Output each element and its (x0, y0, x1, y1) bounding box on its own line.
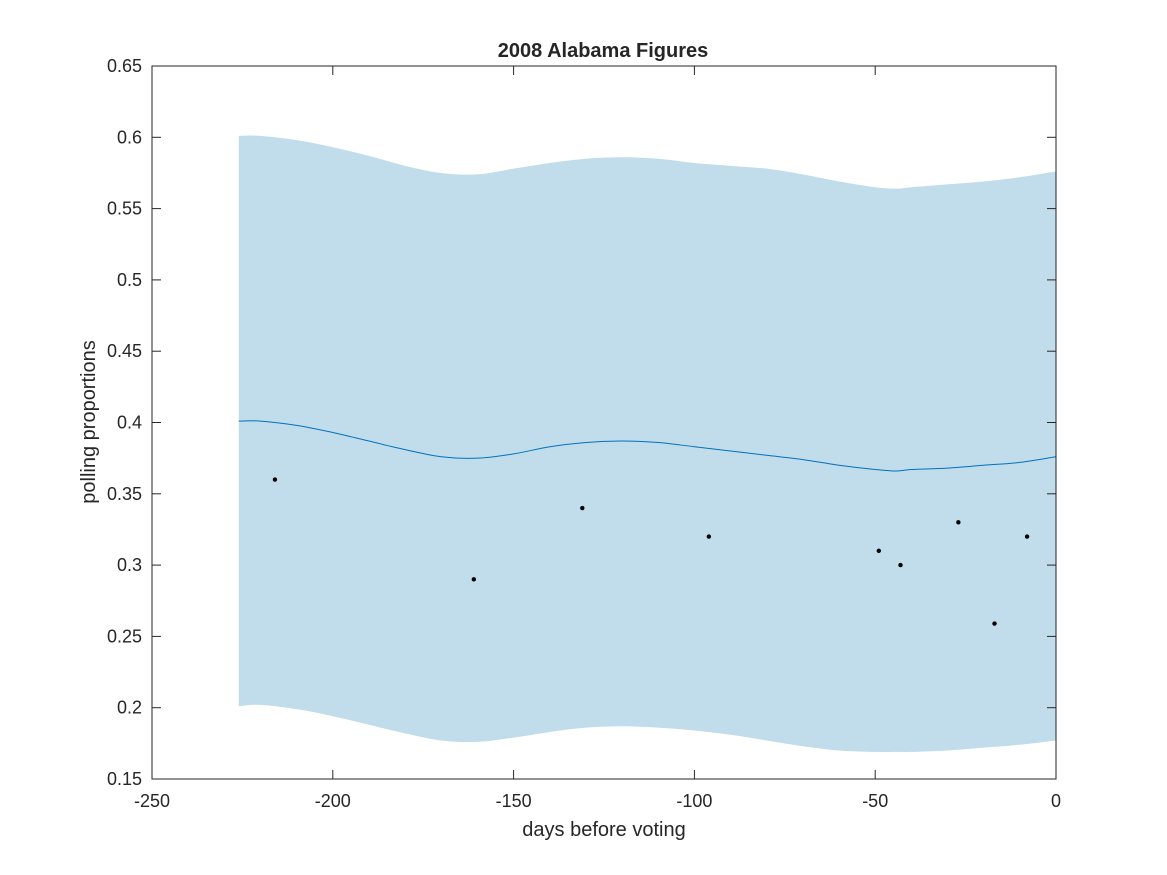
chart-title: 2008 Alabama Figures (498, 40, 708, 62)
y-tick-label: 0.65 (107, 56, 142, 76)
y-tick-label: 0.2 (117, 698, 142, 718)
mean-line (238, 420, 1057, 472)
y-tick-label: 0.4 (117, 413, 142, 433)
x-tick-label: -200 (315, 791, 351, 811)
plot-area (238, 135, 1057, 753)
y-tick-label: 0.35 (107, 484, 142, 504)
poll-point (471, 577, 477, 582)
poll-point (992, 621, 997, 626)
y-tick-label: 0.55 (107, 199, 142, 219)
confidence-band (238, 135, 1056, 753)
x-axis-label: days before voting (522, 819, 685, 841)
y-tick-label: 0.6 (117, 127, 142, 147)
y-axis: 0.15 0.2 0.25 0.3 0.35 0.4 0.45 0.5 0.55 0.6 0.65 (107, 56, 1056, 789)
x-tick-label: -150 (496, 791, 532, 811)
poll-point (876, 548, 882, 554)
y-tick-label: 0.25 (107, 626, 142, 646)
x-tick-label: 0 (1051, 791, 1061, 811)
poll-point (1024, 534, 1030, 539)
x-axis: -250 -200 -150 -100 -50 0 (134, 66, 1061, 811)
poll-point (898, 562, 903, 568)
poll-point (272, 477, 278, 482)
poll-point (956, 520, 961, 525)
x-tick-label: -50 (862, 791, 888, 811)
y-tick-label: 0.45 (107, 341, 142, 361)
y-tick-label: 0.5 (117, 270, 142, 290)
poll-point (706, 534, 712, 539)
y-tick-label: 0.15 (107, 769, 142, 789)
poll-point (580, 505, 585, 511)
y-axis-label: polling proportions (78, 340, 100, 503)
y-tick-label: 0.3 (117, 555, 142, 575)
x-tick-label: -100 (676, 791, 712, 811)
x-tick-label: -250 (134, 791, 170, 811)
